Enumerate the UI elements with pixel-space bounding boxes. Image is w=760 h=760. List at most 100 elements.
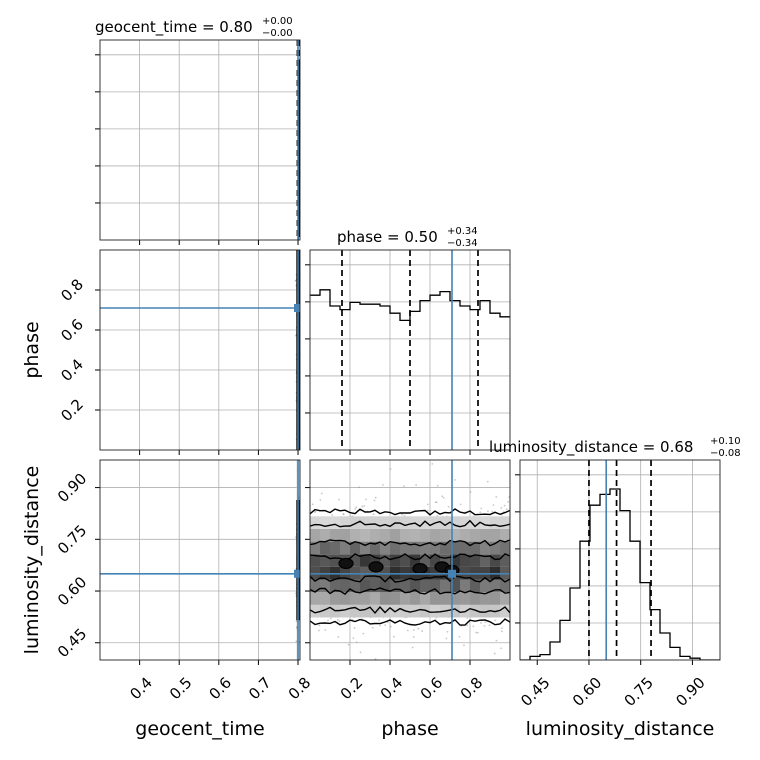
density-cell <box>420 604 430 618</box>
xlabel-phase: phase <box>381 718 438 740</box>
density-cell <box>390 554 400 567</box>
density-cell <box>410 579 420 593</box>
density-cell <box>320 554 330 567</box>
density-cell <box>350 554 360 567</box>
scatter-point <box>355 641 358 644</box>
density-cell <box>360 541 370 555</box>
scatter-point <box>311 503 314 506</box>
density-cell <box>460 528 470 542</box>
scatter-point <box>415 484 417 486</box>
scatter-point <box>445 684 447 686</box>
density-cell <box>340 528 350 542</box>
scatter-point <box>503 504 506 507</box>
density-cell <box>420 541 430 555</box>
density-cell <box>350 604 360 618</box>
contour-line-7 <box>310 618 510 626</box>
density-cell <box>440 516 450 529</box>
density-cell <box>500 592 510 605</box>
scatter-point <box>381 484 384 486</box>
scatter-point <box>501 627 503 630</box>
scatter-point <box>373 499 376 502</box>
density-cell <box>330 554 340 567</box>
density-cell <box>310 554 320 567</box>
panel-frame <box>519 459 721 661</box>
scatter-point <box>488 624 491 627</box>
density-cell <box>430 541 440 555</box>
density-cell <box>330 592 340 605</box>
scatter-point <box>353 627 356 629</box>
scatter-point <box>361 505 364 508</box>
title-phase-plus: +0.34 <box>447 226 478 237</box>
density-cell <box>450 604 460 618</box>
hist-layer <box>310 250 510 450</box>
scatter-point <box>412 636 415 638</box>
xtick-label-luminosity_distance: 0.60 <box>569 674 605 710</box>
density-cell <box>320 592 330 605</box>
density-cell <box>330 541 340 555</box>
density-cell <box>460 516 470 529</box>
hist-layer <box>296 40 300 240</box>
density-cell <box>310 541 320 555</box>
scatter-point <box>338 620 341 623</box>
contour-line-4 <box>310 575 510 583</box>
truth-marker <box>294 569 300 578</box>
scatter-point <box>372 513 375 516</box>
density-cell <box>410 528 420 542</box>
density-cell <box>420 554 430 567</box>
density-layer <box>100 245 301 450</box>
xtick-label-phase: 0.8 <box>457 674 487 704</box>
density-cell <box>350 528 360 542</box>
scatter-point <box>393 635 395 638</box>
truth-marker <box>448 569 456 578</box>
scatter-point <box>475 631 477 634</box>
title-geocent-time-plus: +0.00 <box>262 16 293 27</box>
scatter-point <box>297 245 299 247</box>
scatter-point <box>480 507 483 510</box>
scatter-point <box>406 629 409 632</box>
contour-blob-1 <box>368 561 384 573</box>
density-cell <box>460 579 470 593</box>
scatter-point <box>494 619 496 622</box>
panel-phase-vs-geocent-time <box>95 245 301 455</box>
scatter-point <box>299 245 301 247</box>
scatter-point <box>476 631 479 634</box>
scatter-point <box>426 503 429 506</box>
density-cell <box>490 579 500 593</box>
ytick-label-phase: 0.8 <box>57 275 87 305</box>
density-cell <box>470 592 480 605</box>
density-cell <box>350 592 360 605</box>
density-cell <box>350 541 360 555</box>
density-cell <box>370 528 380 542</box>
scatter-point <box>313 511 316 514</box>
scatter-point <box>458 635 461 638</box>
scatter-point <box>486 480 489 483</box>
xtick-label-phase: 0.2 <box>337 674 367 704</box>
density-cell <box>460 541 470 555</box>
density-cell <box>480 554 490 567</box>
density-cell <box>360 579 370 593</box>
scatter-point <box>487 510 489 513</box>
scatter-point <box>363 661 365 663</box>
density-cell <box>380 541 390 555</box>
density-cell <box>340 604 350 618</box>
density-cell <box>420 528 430 542</box>
scatter-point <box>379 624 382 627</box>
density-cell <box>440 592 450 605</box>
contour-line-1 <box>310 519 510 528</box>
density-cell <box>370 541 380 555</box>
scatter-point <box>403 514 406 517</box>
title-luminosity-distance: luminosity_distance = 0.68 <box>489 438 693 457</box>
title-geocent-time: geocent_time = 0.80 <box>95 18 253 37</box>
density-cell <box>410 554 420 567</box>
ytick-label-luminosity_distance: 0.60 <box>54 573 90 609</box>
scatter-point <box>434 501 437 504</box>
panel-frame <box>309 459 511 661</box>
scatter-point <box>362 632 365 635</box>
density-cell <box>320 604 330 618</box>
density-cell <box>500 528 510 542</box>
scatter-point <box>389 468 392 470</box>
scatter-point <box>427 509 429 512</box>
xlabel-luminosity-distance: luminosity_distance <box>526 718 715 740</box>
density-cell <box>480 541 490 555</box>
ytick-label-phase: 0.4 <box>57 355 87 385</box>
